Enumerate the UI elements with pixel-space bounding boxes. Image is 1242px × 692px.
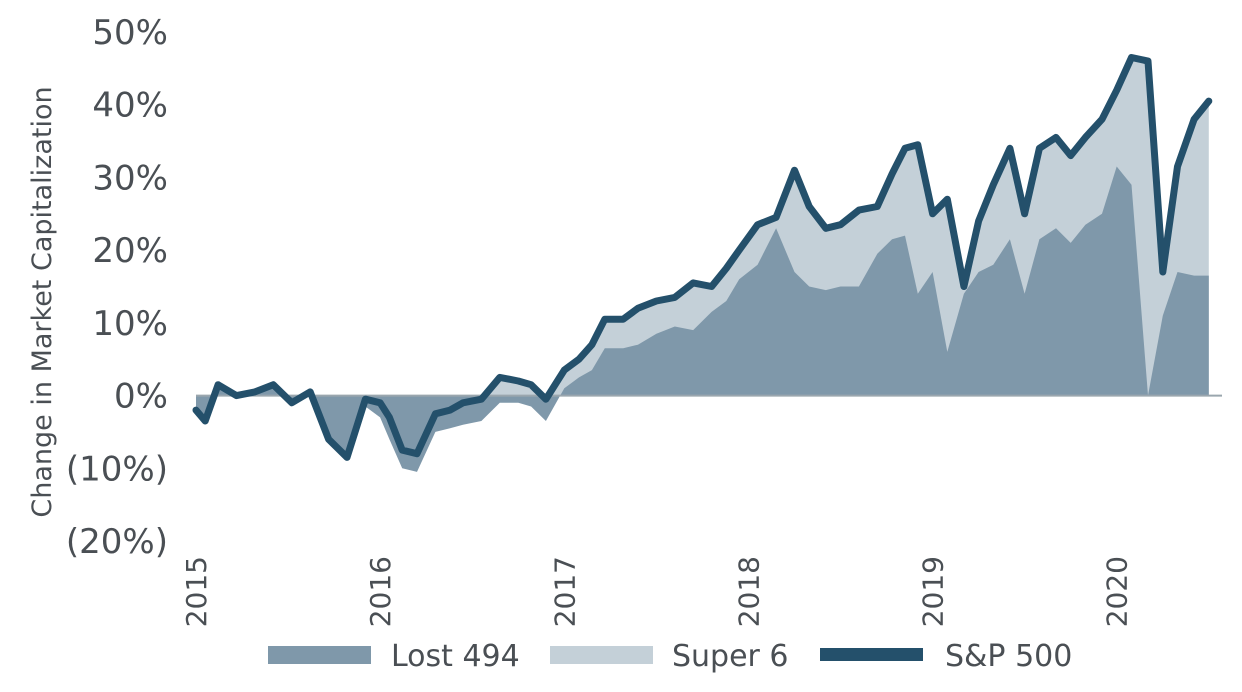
y-tick-label: 40% — [92, 86, 168, 126]
y-tick-label: 10% — [92, 304, 168, 344]
x-tick-label: 2018 — [732, 556, 765, 627]
x-tick-label: 2019 — [917, 556, 950, 627]
legend: Lost 494 Super 6 S&P 500 — [268, 639, 1072, 674]
x-tick-label: 2020 — [1101, 556, 1134, 627]
y-axis-label: Change in Market Capitalization — [27, 86, 58, 517]
y-tick-label: 30% — [92, 158, 168, 198]
x-tick-label: 2015 — [180, 556, 213, 627]
legend-label: S&P 500 — [945, 639, 1072, 674]
y-tick-label: 20% — [92, 231, 168, 271]
y-tick-label: 50% — [92, 13, 168, 53]
area-series — [196, 57, 1209, 472]
legend-swatch — [268, 646, 371, 664]
x-axis-ticks: 2015 2016 2017 2018 2019 2020 — [180, 556, 1134, 627]
y-axis-ticks: 50% 40% 30% 20% 10% 0% (10%) (20%) — [66, 13, 168, 562]
legend-label: Super 6 — [672, 639, 789, 674]
y-tick-label: 0% — [114, 377, 168, 417]
x-tick-label: 2017 — [548, 556, 581, 627]
x-tick-label: 2016 — [364, 556, 397, 627]
y-tick-label: (10%) — [66, 449, 168, 489]
line-series — [192, 54, 1213, 461]
legend-swatch — [820, 648, 923, 661]
y-tick-label: (20%) — [66, 522, 168, 562]
line-sp-500 — [192, 54, 1213, 461]
legend-label: Lost 494 — [391, 639, 520, 674]
legend-swatch — [550, 646, 653, 664]
